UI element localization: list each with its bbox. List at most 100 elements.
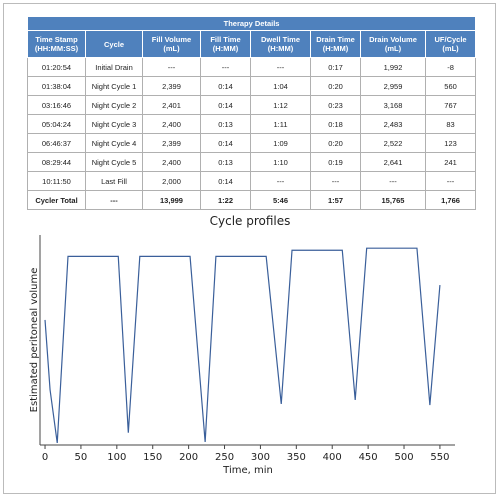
frame: [3, 3, 496, 494]
total-row: Cycler Total --- 13,999 1:22 5:46 1:57 15,765 1…: [27, 190, 477, 210]
x-tick-label: 150: [143, 452, 162, 463]
x-tick-label: 550: [430, 452, 449, 463]
table-cell: ---: [360, 171, 426, 191]
table-cell: Initial Drain: [85, 57, 143, 77]
table-cell: ---: [424, 171, 477, 191]
x-axis-label: Time, min: [222, 465, 273, 476]
table-cell: Night Cycle 3: [85, 114, 143, 134]
x-tick-label: 450: [359, 452, 378, 463]
table-cell: 2,483: [360, 114, 426, 134]
header-line: Time Stamp: [35, 35, 78, 44]
table-row: 10:11:50 Last Fill 2,000 0:14 --- --- --- ---: [27, 171, 477, 191]
table-cell: 0:14: [200, 95, 251, 115]
x-tick-label: 200: [179, 452, 198, 463]
x-tick-label: 400: [323, 452, 342, 463]
header-line: Drain Time: [316, 35, 355, 44]
table-cell: 83: [424, 114, 477, 134]
table-cell: ---: [200, 57, 251, 77]
table-cell: 0:20: [310, 133, 361, 153]
table-cell: 2,959: [360, 76, 426, 96]
table-row: 01:20:54 Initial Drain --- --- --- 0:17 1,992-…: [27, 57, 477, 77]
table-cell: 0:20: [310, 76, 361, 96]
table-cell: ---: [250, 57, 311, 77]
table-cell: 05:04:24: [27, 114, 86, 134]
line: [44, 247, 441, 444]
column-header: Cycle: [85, 30, 143, 58]
x-tick-label: 350: [287, 452, 306, 463]
table-cell: 241: [424, 152, 477, 172]
table-row: 05:04:24 Night Cycle 3 2,400 0:13 1:11 0:18 2,…: [27, 114, 477, 134]
column-header: Time Stamp (HH:MM:SS): [27, 30, 86, 58]
table-row: 08:29:44 Night Cycle 5 2,400 0:13 1:10 0:19 2,…: [27, 152, 477, 172]
table-cell: 1:12: [250, 95, 311, 115]
header-line: Fill Volume: [151, 35, 192, 44]
table-cell: 5:46: [250, 190, 311, 210]
column-header: UF/Cycle (mL): [424, 30, 477, 58]
table-cell: Night Cycle 4: [85, 133, 143, 153]
table-cell: 1:11: [250, 114, 311, 134]
table-row: 06:46:37 Night Cycle 4 2,399 0:14 1:09 0:20 2,…: [27, 133, 477, 153]
header-line: (mL): [163, 44, 180, 53]
table-cell: 0:13: [200, 114, 251, 134]
table-cell: 01:38:04: [27, 76, 86, 96]
table-cell: 0:14: [200, 76, 251, 96]
header-line: (H:MM): [212, 44, 239, 53]
table-cell: 2,400: [142, 152, 201, 172]
x-tick-label: 250: [215, 452, 234, 463]
table-cell: 2,522: [360, 133, 426, 153]
x-tick-label: 50: [75, 452, 88, 463]
table-cell: 0:14: [200, 133, 251, 153]
table-cell: 0:19: [310, 152, 361, 172]
table-cell: 2,399: [142, 76, 201, 96]
table-cell: 01:20:54: [27, 57, 86, 77]
x-tick-label: 300: [251, 452, 270, 463]
header-line: (HH:MM:SS): [34, 44, 79, 53]
table-cell: 2,401: [142, 95, 201, 115]
x-tick-label: 0: [42, 452, 48, 463]
table-cell: 1:22: [200, 190, 251, 210]
table-cell: 1:10: [250, 152, 311, 172]
header-line: UF/Cycle: [434, 35, 467, 44]
table-cell: 2,399: [142, 133, 201, 153]
table-cell: 10:11:50: [27, 171, 86, 191]
column-header: Dwell Time (H:MM): [250, 30, 311, 58]
table-cell: 0:17: [310, 57, 361, 77]
table-cell: 03:16:46: [27, 95, 86, 115]
header-line: Drain Volume: [369, 35, 417, 44]
table-cell: Night Cycle 2: [85, 95, 143, 115]
table-cell: 0:23: [310, 95, 361, 115]
table-title: Therapy Details: [26, 16, 477, 31]
table-cell: ---: [310, 171, 361, 191]
table-cell: Cycler Total: [27, 190, 86, 210]
table-cell: 0:18: [310, 114, 361, 134]
header-line: Dwell Time: [260, 35, 301, 44]
header-line: Fill Time: [210, 35, 241, 44]
table-cell: 1:09: [250, 133, 311, 153]
table-cell: Last Fill: [85, 171, 143, 191]
header-line: (mL): [442, 44, 459, 53]
column-header: Drain Volume (mL): [360, 30, 426, 58]
table-cell: 767: [424, 95, 477, 115]
table-cell: 1:04: [250, 76, 311, 96]
table-cell: Night Cycle 5: [85, 152, 143, 172]
chart: Cycle profiles Time, min Estimated perit…: [29, 214, 455, 476]
table-cell: 06:46:37: [27, 133, 86, 153]
table-cell: 3,168: [360, 95, 426, 115]
chart-title: Cycle profiles: [210, 214, 291, 228]
table-cell: ---: [142, 57, 201, 77]
y-axis-label: Estimated peritoneal volume: [29, 268, 40, 413]
table-cell: 1,992: [360, 57, 426, 77]
column-header: Fill Time (H:MM): [200, 30, 251, 58]
table-row: 01:38:04 Night Cycle 1 2,399 0:14 1:04 0:20 2,…: [27, 76, 477, 96]
table-cell: 0:14: [200, 171, 251, 191]
table-cell: 560: [424, 76, 477, 96]
table-cell: 1:57: [310, 190, 361, 210]
header-line: (H:MM): [267, 44, 294, 53]
header-line: (H:MM): [322, 44, 349, 53]
table-cell: 2,400: [142, 114, 201, 134]
table-cell: 08:29:44: [27, 152, 86, 172]
column-header: Fill Volume (mL): [142, 30, 201, 58]
table-cell: 2,641: [360, 152, 426, 172]
table-cell: Night Cycle 1: [85, 76, 143, 96]
